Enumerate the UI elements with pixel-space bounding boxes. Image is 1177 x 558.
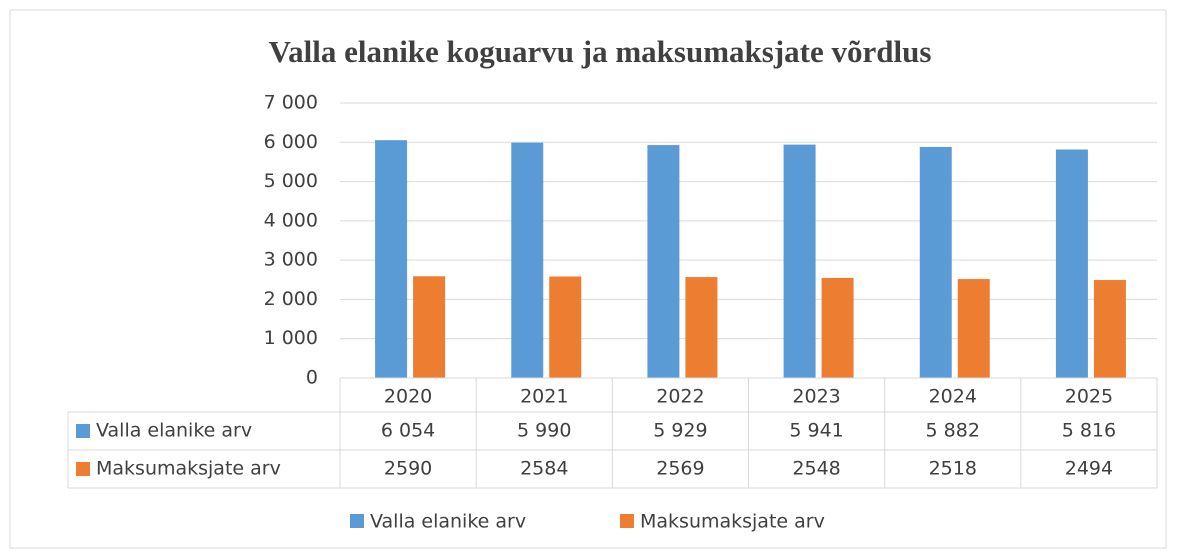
legend-key bbox=[620, 514, 634, 528]
y-tick-label: 7 000 bbox=[264, 92, 318, 114]
bar bbox=[511, 142, 544, 378]
y-tick-label: 4 000 bbox=[264, 209, 318, 231]
table-cell: 5 882 bbox=[926, 420, 980, 442]
table-cell: 6 054 bbox=[381, 420, 435, 442]
bar bbox=[821, 277, 854, 378]
y-tick-label: 0 bbox=[306, 367, 318, 389]
table-cell: 5 816 bbox=[1062, 420, 1116, 442]
y-tick-label: 2 000 bbox=[264, 288, 318, 310]
bar bbox=[1055, 149, 1088, 378]
bar bbox=[783, 144, 816, 378]
bar bbox=[685, 277, 718, 378]
x-tick-label: 2025 bbox=[1065, 386, 1113, 408]
chart-border bbox=[9, 9, 1167, 549]
x-tick-label: 2020 bbox=[384, 386, 432, 408]
bar bbox=[375, 140, 408, 378]
legend-key bbox=[350, 514, 364, 528]
bar bbox=[413, 276, 446, 378]
table-cell: 2584 bbox=[520, 458, 568, 480]
legend-label: Maksumaksjate arv bbox=[640, 511, 825, 533]
bar bbox=[957, 279, 990, 378]
y-tick-label: 3 000 bbox=[264, 249, 318, 271]
table-cell: 2518 bbox=[929, 458, 977, 480]
y-tick-label: 5 000 bbox=[264, 170, 318, 192]
bar bbox=[1093, 280, 1126, 378]
y-tick-label: 6 000 bbox=[264, 131, 318, 153]
x-tick-label: 2023 bbox=[792, 386, 840, 408]
table-row-label: Maksumaksjate arv bbox=[96, 458, 281, 480]
x-tick-label: 2022 bbox=[656, 386, 704, 408]
x-tick-label: 2024 bbox=[929, 386, 977, 408]
y-tick-label: 1 000 bbox=[264, 327, 318, 349]
table-legend-key bbox=[76, 462, 90, 476]
table-cell: 5 941 bbox=[789, 420, 843, 442]
table-cell: 5 929 bbox=[653, 420, 707, 442]
bar bbox=[919, 146, 952, 378]
chart-title: Valla elanike koguarvu ja maksumaksjate … bbox=[269, 34, 932, 69]
bar bbox=[549, 276, 582, 378]
x-tick-label: 2021 bbox=[520, 386, 568, 408]
table-row-label: Valla elanike arv bbox=[96, 420, 252, 442]
table-legend-key bbox=[76, 424, 90, 438]
bar bbox=[647, 145, 680, 378]
legend-label: Valla elanike arv bbox=[370, 511, 526, 533]
table-cell: 5 990 bbox=[517, 420, 571, 442]
table-cell: 2494 bbox=[1065, 458, 1113, 480]
table-cell: 2569 bbox=[656, 458, 704, 480]
table-cell: 2590 bbox=[384, 458, 432, 480]
table-cell: 2548 bbox=[792, 458, 840, 480]
